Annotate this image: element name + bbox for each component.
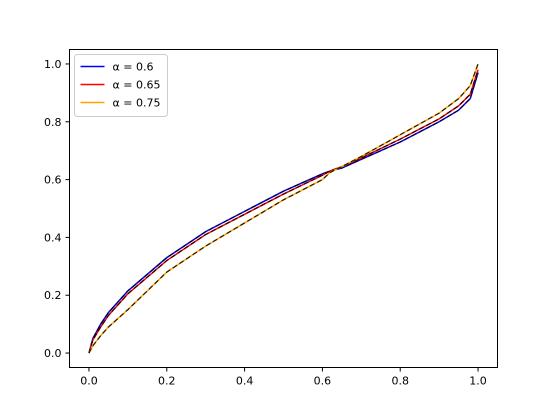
y-tick-label: 0.4 <box>44 231 62 244</box>
plot-frame <box>69 49 498 368</box>
legend: α = 0.6 α = 0.65 α = 0.75 <box>74 54 168 117</box>
legend-label-2: α = 0.65 <box>113 79 161 92</box>
y-tick-label: 0.8 <box>44 116 62 129</box>
x-tick-label: 1.0 <box>469 375 487 388</box>
legend-box <box>74 54 168 117</box>
series-layer <box>88 63 479 354</box>
series-dashed-2 <box>88 69 479 354</box>
series-dashed-1 <box>88 72 479 354</box>
y-tick-label: 0.6 <box>44 174 62 187</box>
y-tick-label: 0.2 <box>44 289 62 302</box>
legend-label-3: α = 0.75 <box>113 97 161 110</box>
ticks-layer: 0.0 0.2 0.4 0.6 0.8 1.0 0.0 0.2 0.4 0.6 0.8 1.0 <box>44 58 487 388</box>
x-tick-label: 0.8 <box>391 375 409 388</box>
y-tick-label: 1.0 <box>44 58 62 71</box>
legend-label-1: α = 0.6 <box>113 61 154 74</box>
y-tick-label: 0.0 <box>44 347 62 360</box>
x-tick-label: 0.2 <box>158 375 176 388</box>
series-dashed-3 <box>88 63 479 354</box>
x-tick-label: 0.4 <box>236 375 254 388</box>
x-tick-label: 0.0 <box>80 375 98 388</box>
x-tick-label: 0.6 <box>314 375 332 388</box>
